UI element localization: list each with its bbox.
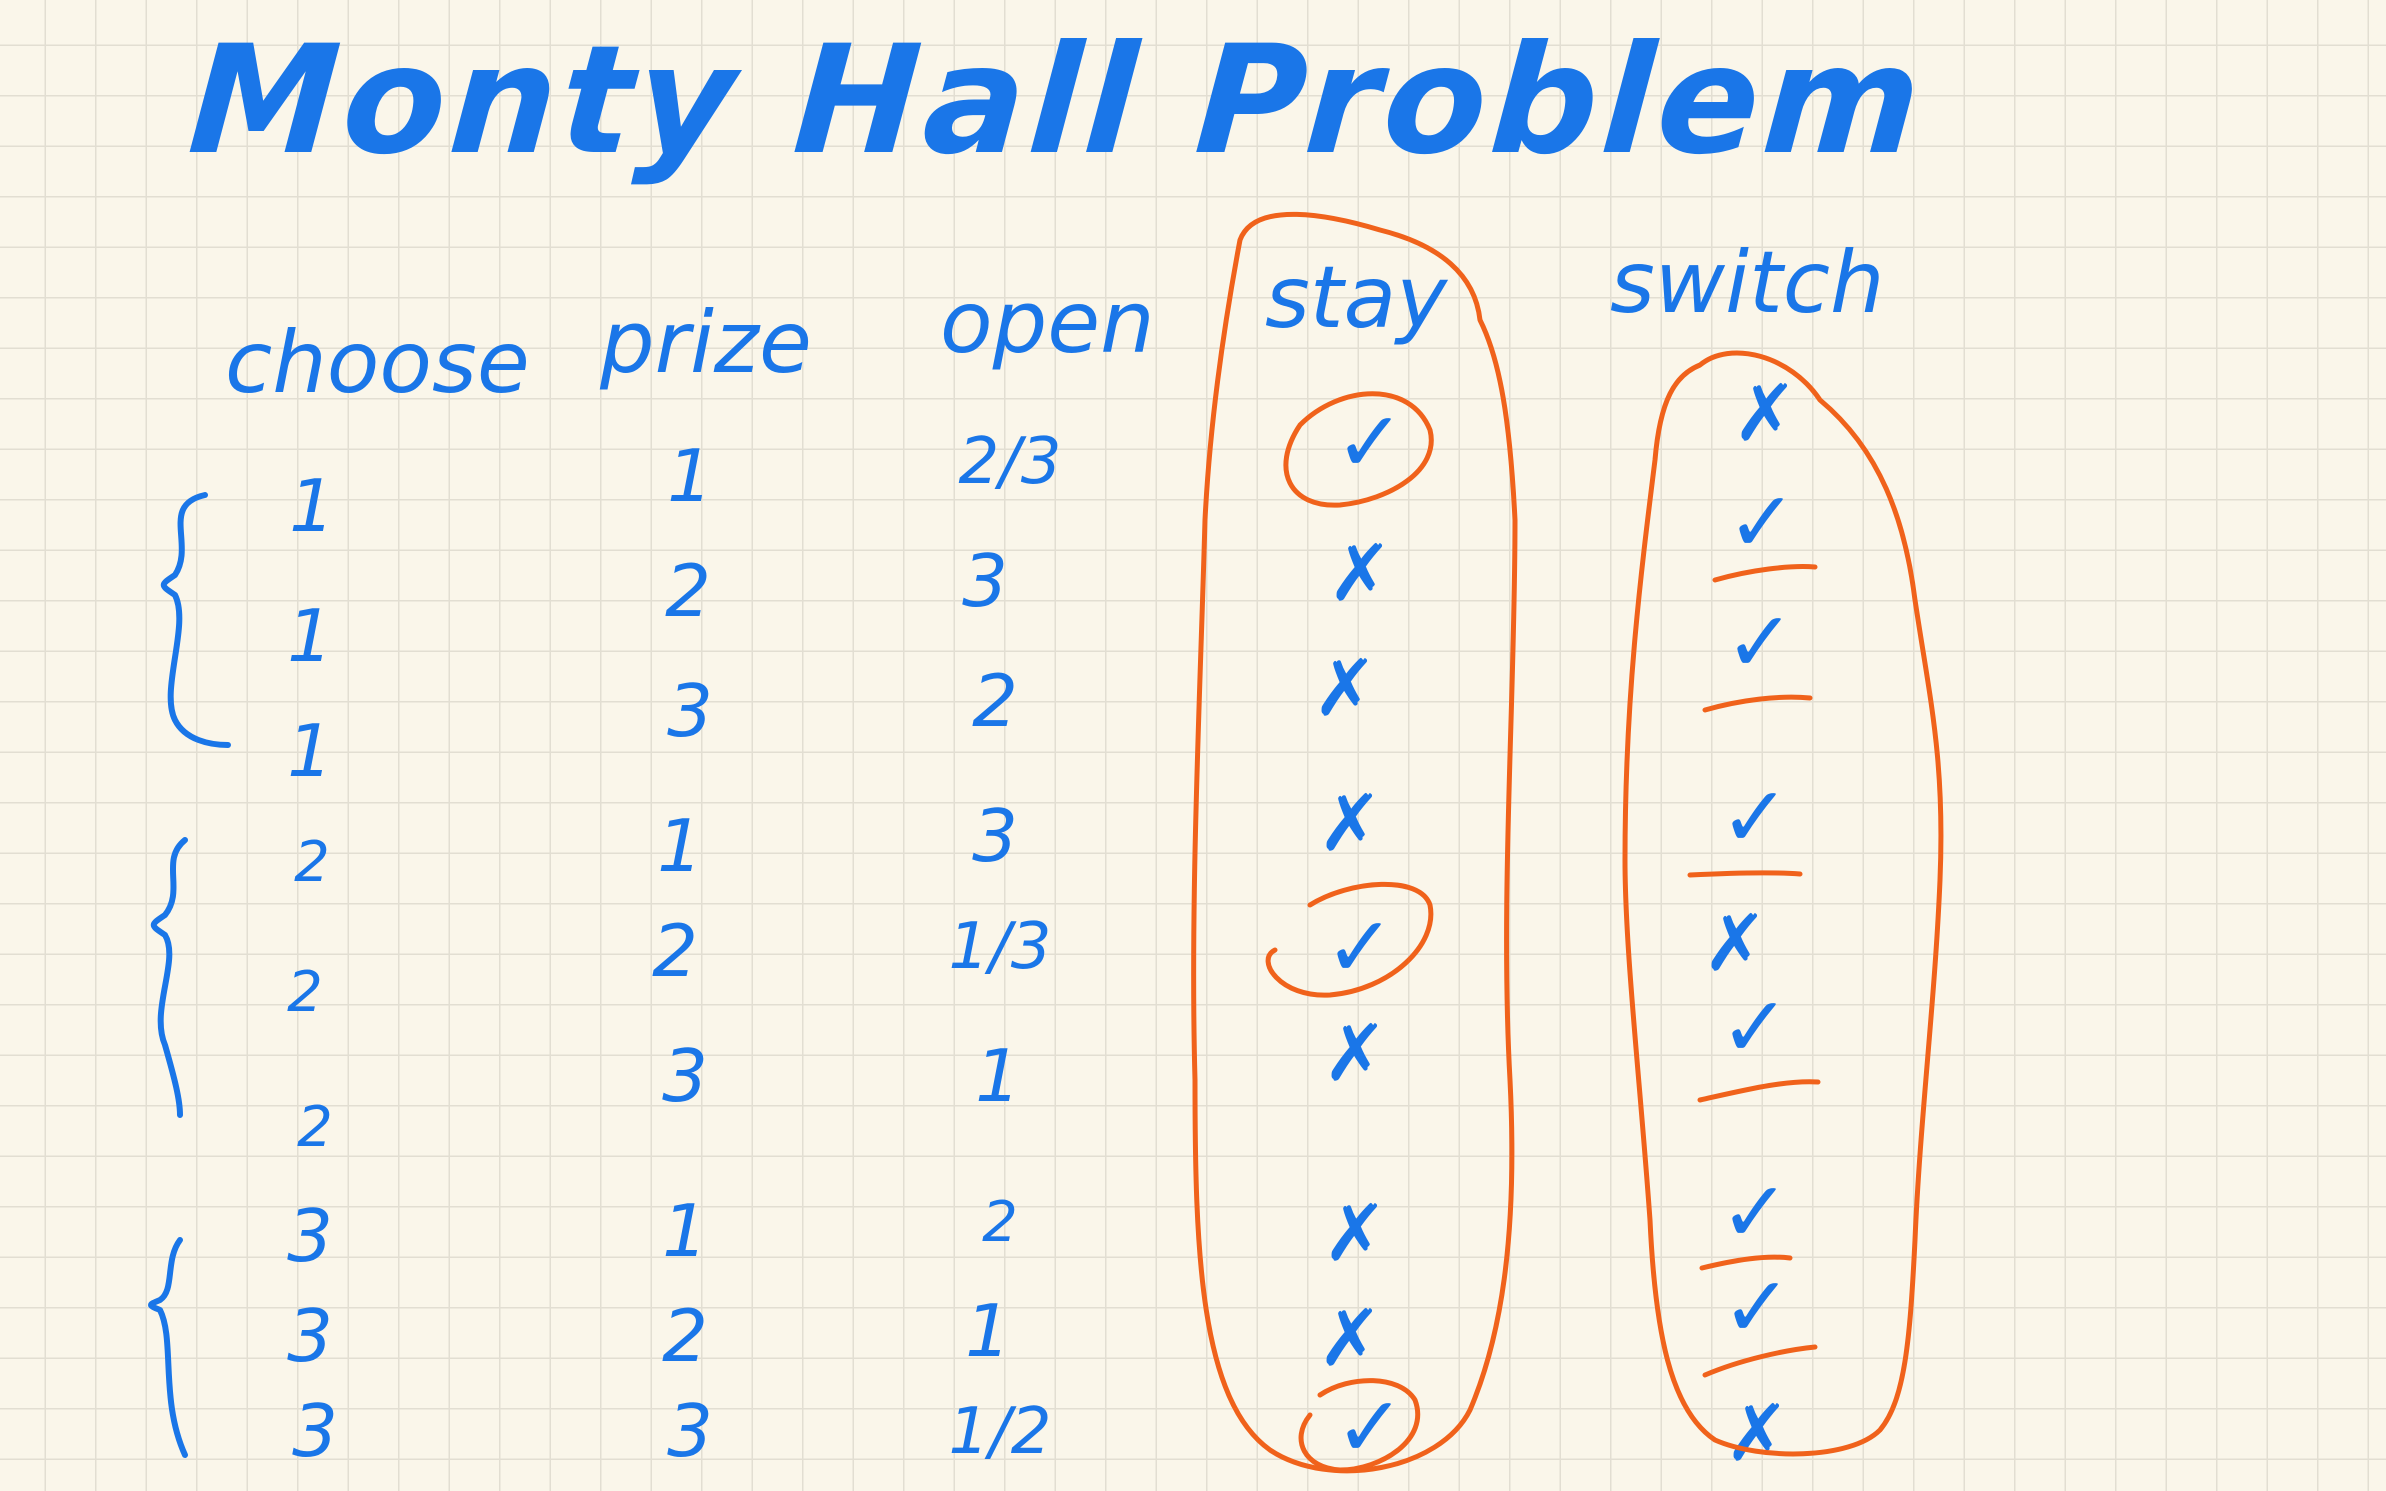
switch-underline — [1697, 1079, 1821, 1103]
switch-mark: ✗ — [1702, 899, 1768, 989]
switch-underline — [1687, 870, 1803, 878]
page-title: Monty Hall Problem — [183, 14, 1930, 188]
switch-underline — [1702, 694, 1813, 713]
open-cell: 3 — [972, 794, 1018, 878]
switch-mark: ✗ — [1732, 369, 1798, 459]
choose-cell: 1 — [287, 709, 333, 793]
choose-cell: 2 — [287, 960, 323, 1025]
stay-mark: ✓ — [1334, 393, 1406, 491]
switch-mark: ✓ — [1724, 593, 1796, 691]
prize-cell: 1 — [662, 1189, 708, 1273]
header-switch: switch — [1610, 233, 1885, 333]
choose-cell: 1 — [289, 464, 335, 548]
stay-mark: ✗ — [1312, 644, 1378, 734]
stay-mark: ✓ — [1324, 898, 1396, 996]
switch-mark: ✓ — [1719, 978, 1791, 1076]
switch-mark: ✓ — [1721, 1258, 1793, 1356]
stay-mark: ✗ — [1322, 1189, 1388, 1279]
open-cell: 1/3 — [948, 910, 1052, 984]
open-cell: 1/2 — [948, 1395, 1052, 1469]
open-cell: 2 — [972, 659, 1018, 743]
choose-cell: 3 — [292, 1389, 338, 1473]
header-stay: stay — [1265, 248, 1448, 348]
prize-cell: 2 — [662, 1294, 708, 1378]
switch-mark: ✓ — [1726, 473, 1798, 571]
stay-mark: ✗ — [1327, 529, 1393, 619]
prize-cell: 2 — [665, 549, 711, 633]
choose-cell: 2 — [294, 830, 330, 895]
brace-group-2 — [150, 837, 188, 1118]
prize-cell: 2 — [652, 909, 698, 993]
prize-cell: 3 — [667, 669, 713, 753]
prize-cell: 3 — [662, 1034, 708, 1118]
stay-mark: ✗ — [1317, 779, 1383, 869]
brace-group-3 — [148, 1237, 188, 1458]
choose-cell: 1 — [287, 594, 333, 678]
brace-group-1 — [160, 492, 231, 748]
open-cell: 1 — [975, 1034, 1021, 1118]
stay-mark: ✓ — [1334, 1378, 1406, 1476]
open-cell: 1 — [965, 1289, 1011, 1373]
open-cell: 2 — [982, 1190, 1018, 1255]
header-open: open — [940, 273, 1155, 373]
stay-mark: ✗ — [1322, 1009, 1388, 1099]
open-cell: 2/3 — [958, 425, 1062, 499]
switch-mark: ✓ — [1719, 768, 1791, 866]
prize-cell: 3 — [667, 1389, 713, 1473]
choose-cell: 3 — [287, 1294, 333, 1378]
switch-mark: ✓ — [1719, 1163, 1791, 1261]
prize-cell: 1 — [657, 804, 703, 888]
choose-cell: 2 — [297, 1095, 333, 1160]
stay-mark: ✗ — [1317, 1294, 1383, 1384]
prize-cell: 1 — [667, 434, 713, 518]
switch-mark: ✗ — [1724, 1389, 1790, 1479]
open-cell: 3 — [962, 539, 1008, 623]
choose-cell: 3 — [287, 1194, 333, 1278]
header-choose: choose — [225, 313, 530, 413]
header-prize: prize — [600, 293, 812, 393]
